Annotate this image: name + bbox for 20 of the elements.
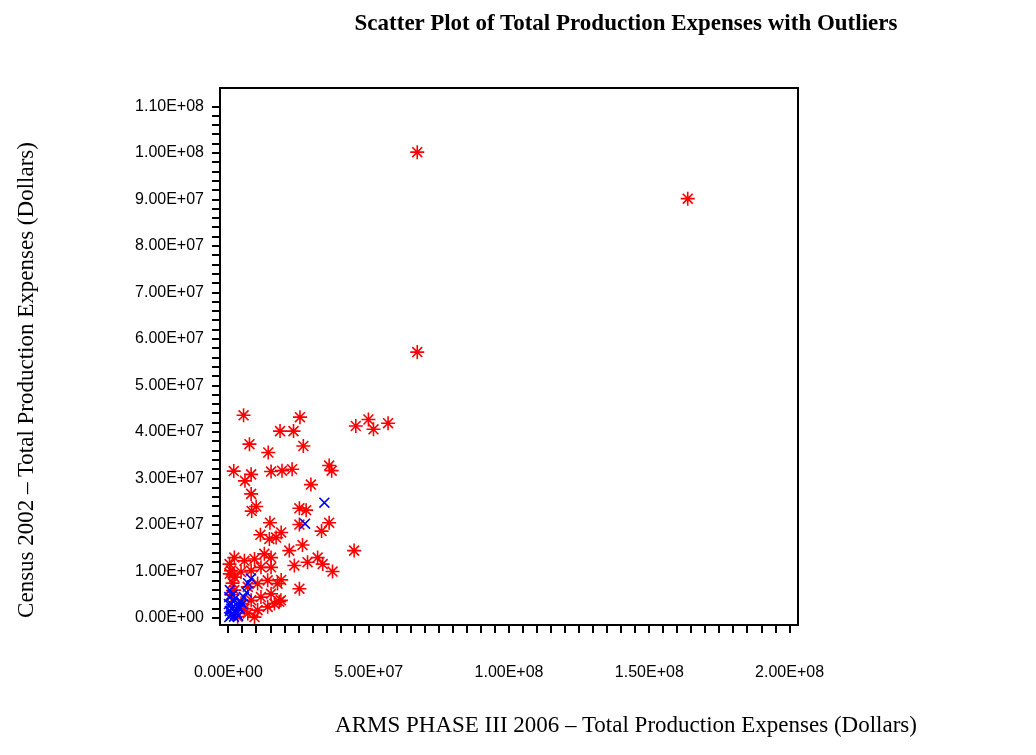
y-tick-label: 1.10E+08 [135,97,205,114]
y-tick-label: 9.00E+07 [135,189,205,207]
y-tick-label: 3.00E+07 [135,468,205,486]
x-tick-label: 0.00E+00 [193,663,263,681]
y-tick-label: 7.00E+07 [135,282,205,300]
x-tick-label: 1.50E+08 [614,663,684,681]
y-tick-label: 1.00E+07 [135,561,205,579]
x-axis-title: ARMS PHASE III 2006 – Total Production Expenses (Dollars) [334,712,918,738]
x-tick-label: 2.00E+08 [755,663,825,681]
chart-title: Scatter Plot of Total Production Expenses with Outliers [353,10,899,36]
y-tick-label: 5.00E+07 [135,375,205,393]
x-tick-label: 5.00E+07 [334,663,404,681]
y-tick-label: 4.00E+07 [135,422,205,440]
y-tick-label: 2.00E+07 [135,515,205,533]
x-tick-label: 1.00E+08 [474,663,544,681]
y-axis-title: Census 2002 – Total Production Expenses (Dollars) [13,142,39,618]
y-tick-label: 0.00E+00 [135,608,205,626]
y-tick-label: 6.00E+07 [135,329,205,347]
y-tick-label: 1.00E+08 [135,143,205,161]
y-tick-label: 8.00E+07 [135,236,205,254]
